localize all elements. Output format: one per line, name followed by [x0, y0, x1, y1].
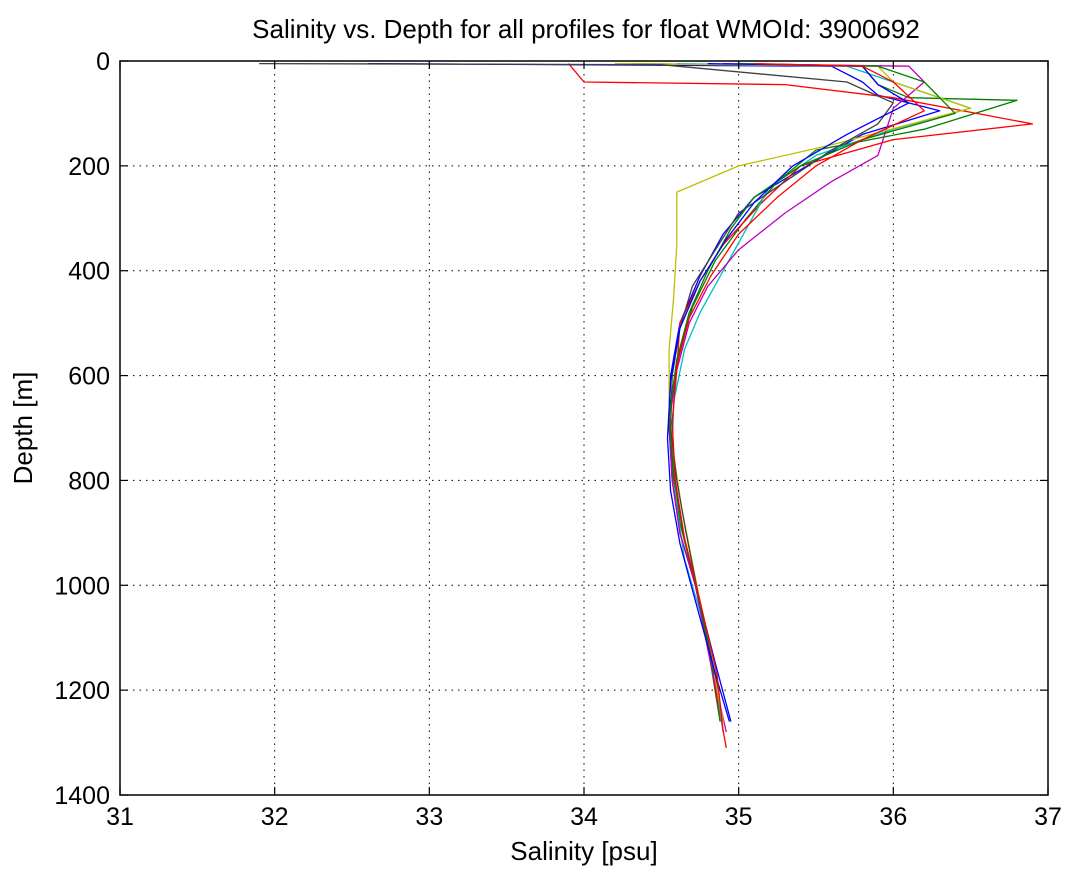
profile-line-4	[671, 62, 972, 733]
y-tick-label: 400	[68, 258, 110, 286]
y-axis-label: Depth [m]	[8, 372, 38, 485]
grid-lines	[120, 61, 1048, 795]
profile-line-7	[259, 62, 894, 691]
y-tick-label: 1200	[54, 677, 110, 705]
y-tick-label: 1000	[54, 572, 110, 600]
y-tick-label: 1400	[54, 782, 110, 810]
x-tick-label: 34	[570, 803, 598, 831]
x-tick-label: 33	[415, 803, 443, 831]
y-tick-label: 800	[68, 467, 110, 495]
profile-lines	[259, 62, 1034, 748]
profile-line-1	[367, 62, 941, 722]
profile-line-6	[614, 62, 972, 722]
plot-frame	[119, 60, 1049, 796]
x-axis-label: Salinity [psu]	[510, 836, 657, 866]
profile-line-10	[671, 62, 925, 733]
x-tick-label: 37	[1034, 803, 1062, 831]
chart-title: Salinity vs. Depth for all profiles for …	[252, 14, 920, 44]
profile-line-9	[666, 62, 910, 722]
axis-ticks: 31 32 33 34 35 36 37 0 200 400 600 800 1000 1200 1400	[54, 48, 1062, 831]
y-tick-label: 0	[96, 48, 110, 76]
profile-line-2	[630, 62, 1018, 722]
y-tick-label: 200	[68, 153, 110, 181]
x-tick-label: 32	[261, 803, 289, 831]
x-tick-label: 36	[879, 803, 907, 831]
x-tick-label: 31	[106, 803, 134, 831]
y-tick-label: 600	[68, 363, 110, 391]
x-tick-label: 35	[725, 803, 753, 831]
